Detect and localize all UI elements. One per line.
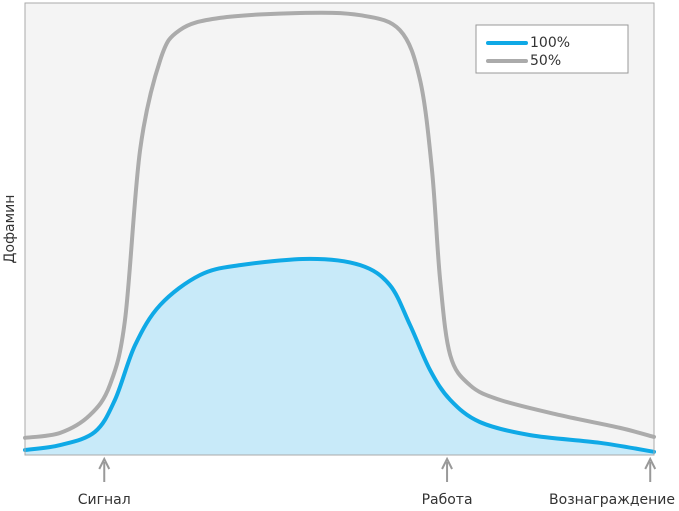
legend-label: 100% xyxy=(530,35,570,51)
y-axis-label: Дофамин xyxy=(2,195,18,264)
annotation-label: Работа xyxy=(422,492,473,508)
arrow-head xyxy=(441,456,453,470)
area xyxy=(25,258,654,455)
legend-label: 50% xyxy=(530,53,561,69)
plot-border xyxy=(24,2,655,456)
arrow-head xyxy=(644,456,657,470)
arrow-head xyxy=(98,456,111,470)
line xyxy=(23,256,656,454)
annotation-label: Сигнал xyxy=(78,492,131,508)
annotation-label: Вознаграждение xyxy=(549,492,675,508)
line xyxy=(23,10,656,440)
legend-box xyxy=(475,24,629,74)
